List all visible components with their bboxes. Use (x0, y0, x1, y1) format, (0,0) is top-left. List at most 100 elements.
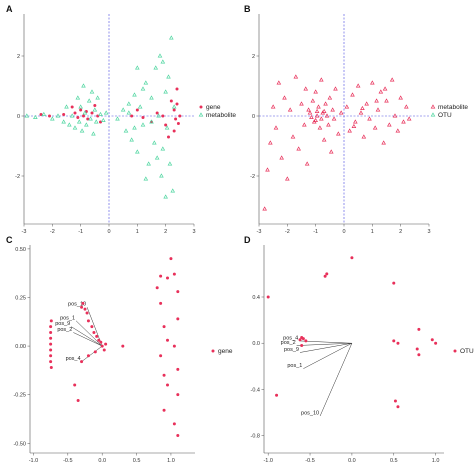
data-point-metabolite (299, 101, 304, 106)
data-point-metabolite (304, 161, 310, 166)
data-point-metabolite (84, 122, 89, 127)
data-point-gene (135, 108, 139, 112)
data-point-gene (99, 120, 102, 124)
data-point-metabolite (160, 146, 166, 151)
x-tick-label: 1.0 (432, 458, 440, 464)
legend-label: OTU (460, 348, 474, 355)
data-point-metabolite (41, 111, 47, 116)
data-point-gene (176, 434, 180, 438)
x-tick-label: 0.0 (348, 458, 356, 464)
data-point-metabolite (347, 128, 352, 133)
data-point-metabolite (153, 65, 159, 70)
vector-pos-10 (319, 343, 353, 417)
data-point-metabolite (164, 125, 170, 130)
data-point-gene (166, 276, 169, 280)
legend-label: metabolite (206, 112, 236, 119)
data-point-metabolite (306, 107, 311, 112)
x-tick-label: 3 (427, 229, 430, 235)
data-point-metabolite (287, 107, 293, 112)
data-point-gene (80, 360, 84, 364)
x-tick-label: 3 (192, 229, 195, 235)
data-point-metabolite (326, 122, 331, 127)
data-point-metabolite (331, 116, 337, 121)
data-point-metabolite (135, 65, 140, 70)
data-point-metabolite (273, 125, 279, 130)
data-point-gene (159, 301, 163, 305)
data-point-gene (96, 114, 100, 118)
data-point-metabolite (143, 176, 149, 181)
data-point-gene (159, 274, 163, 278)
data-point-gene (92, 330, 96, 334)
data-point-metabolite (310, 98, 316, 103)
data-point-gene (102, 348, 106, 352)
legend-marker (453, 349, 457, 353)
y-tick-label: -2 (250, 174, 255, 180)
x-tick-label: 0.5 (133, 458, 141, 464)
data-point-metabolite (171, 104, 177, 109)
data-point-gene (100, 344, 104, 348)
data-point-gene (82, 114, 85, 118)
data-point-metabolite (120, 107, 126, 112)
data-point-metabolite (115, 116, 120, 121)
data-point-otu (304, 339, 308, 343)
data-point-metabolite (296, 146, 301, 151)
x-tick-label: -3 (22, 229, 27, 235)
legend-marker (211, 349, 215, 353)
x-tick-label: 2 (399, 229, 402, 235)
y-tick-label: 0.4 (252, 295, 260, 301)
data-point-gene (95, 334, 99, 338)
data-point-metabolite (387, 122, 392, 127)
data-point-metabolite (129, 137, 134, 142)
data-point-gene (155, 111, 159, 115)
data-point-gene (49, 348, 53, 352)
data-point-gene (49, 365, 53, 369)
data-point-metabolite (333, 86, 338, 91)
data-point-metabolite (395, 128, 401, 133)
data-point-gene (49, 325, 53, 329)
data-point-otu (350, 256, 354, 260)
legend-marker (430, 112, 436, 117)
data-point-gene (130, 114, 134, 118)
data-point-metabolite (307, 110, 313, 115)
data-point-metabolite (381, 140, 386, 145)
vector-label: pos_1 (60, 315, 75, 321)
data-point-gene (172, 344, 176, 348)
data-point-metabolite (404, 104, 409, 109)
data-point-metabolite (76, 119, 82, 124)
data-point-gene (175, 87, 179, 91)
data-point-otu (393, 399, 397, 403)
data-point-metabolite (293, 74, 299, 79)
data-point-gene (76, 116, 80, 119)
data-point-otu (301, 337, 305, 341)
data-point-metabolite (143, 80, 149, 85)
data-point-metabolite (159, 173, 164, 178)
x-tick-label: 2 (164, 229, 167, 235)
y-tick-label: 0.00 (15, 344, 26, 350)
data-point-gene (39, 113, 43, 116)
data-point-gene (97, 338, 101, 342)
vector-label: pos_2 (281, 340, 296, 346)
data-point-gene (166, 383, 169, 387)
data-point-metabolite (160, 59, 166, 64)
data-point-metabolite (50, 116, 55, 121)
data-point-gene (141, 116, 145, 119)
data-point-metabolite (270, 104, 276, 109)
data-point-gene (162, 325, 166, 329)
data-point-metabolite (170, 188, 176, 193)
data-point-gene (79, 108, 83, 112)
data-point-metabolite (75, 95, 81, 100)
data-point-gene (90, 325, 94, 329)
panel-d: D -1.0 -0.5 0.0 0.5 1.0 0.4 0.0 -0.4 -0.8 pos_4pos… (244, 235, 474, 464)
data-point-gene (176, 317, 180, 321)
data-point-metabolite (167, 161, 173, 166)
data-point-metabolite (103, 110, 109, 115)
data-point-metabolite (157, 53, 163, 58)
data-point-otu (396, 341, 400, 345)
x-tick-label: 1 (136, 229, 139, 235)
data-point-metabolite (313, 89, 318, 94)
data-point-metabolite (374, 98, 379, 103)
data-point-metabolite (78, 104, 83, 109)
data-point-metabolite (126, 101, 132, 106)
data-point-metabolite (384, 98, 389, 103)
